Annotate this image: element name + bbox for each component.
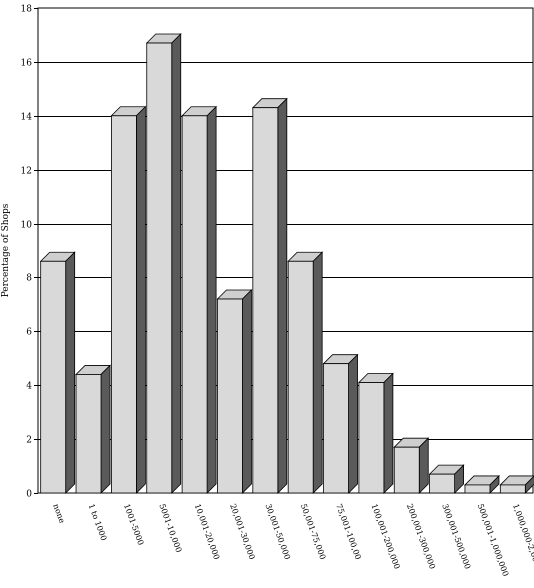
- bar-side-face: [171, 33, 182, 494]
- bar: [393, 437, 430, 494]
- bar: [322, 353, 359, 494]
- bar: [181, 105, 218, 494]
- y-tick-label: 14: [21, 113, 33, 123]
- plot-frame: [37, 7, 534, 494]
- bar: [39, 251, 76, 494]
- y-tick-label: 6: [26, 328, 32, 338]
- y-tick-label: 10: [21, 221, 33, 231]
- y-tick-label: 2: [26, 436, 32, 446]
- y-tick-label: 8: [26, 274, 32, 284]
- x-tick-label: 300,001-500,000: [440, 503, 472, 571]
- bar-side-face: [100, 364, 111, 494]
- x-tick-label: 500,001-1,000,000: [476, 503, 511, 578]
- x-tick-label: 100,001-200,000: [370, 503, 402, 571]
- bar-side-face: [348, 353, 358, 494]
- bar: [145, 33, 182, 494]
- bar-front-face: [75, 374, 102, 494]
- y-tick-label: 12: [21, 167, 32, 177]
- bar: [110, 105, 147, 494]
- x-tick-label: 20,001-30,000: [228, 503, 257, 561]
- bar-side-face: [312, 251, 323, 494]
- y-tick-labels: 0 2 4 6 8 10 12 14 16 18: [21, 5, 33, 500]
- bar-side-face: [206, 105, 217, 494]
- x-tick-label: 1,000,000-2,000,000: [511, 503, 534, 585]
- x-tick-label: 1 to 1000: [87, 503, 109, 542]
- y-tick-label: 0: [26, 490, 32, 500]
- x-tick-label: 30,001-50,000: [263, 503, 292, 561]
- bar-front-face: [393, 446, 420, 494]
- bars-layer: [39, 33, 534, 494]
- bar-front-face: [217, 298, 243, 494]
- x-tick-label: 10,001-20,000: [193, 503, 222, 561]
- bar: [251, 97, 288, 494]
- bar-side-face: [242, 289, 252, 494]
- x-tick-labels: none 1 to 1000 1001-5000 5001-10,000 10,001-…: [51, 503, 534, 585]
- bar-front-face: [287, 260, 314, 494]
- x-tick-label: 200,001-300,000: [405, 503, 437, 571]
- bar: [357, 372, 394, 494]
- bar-front-face: [110, 115, 137, 494]
- bar-front-face: [464, 484, 491, 494]
- x-tick-label: 1001-5000: [122, 503, 145, 547]
- bar-front-face: [181, 115, 208, 494]
- bar-front-face: [146, 42, 173, 494]
- y-tick-label: 4: [26, 382, 32, 392]
- y-axis-title: Percentage of Shops: [1, 203, 11, 297]
- x-tick-label: 5001-10,000: [157, 503, 183, 554]
- bar-front-face: [252, 107, 279, 494]
- bar-front-face: [323, 363, 349, 494]
- bar-side-face: [65, 251, 76, 494]
- bar-side-face: [418, 437, 429, 494]
- bar: [287, 251, 324, 494]
- x-tick-label: none: [51, 503, 66, 525]
- bar: [463, 474, 500, 494]
- y-tick-label: 16: [21, 59, 33, 69]
- bar-front-face: [358, 382, 385, 494]
- bar-front-face: [40, 260, 67, 494]
- y-tick-label: 18: [21, 5, 33, 15]
- bar-side-face: [135, 105, 146, 494]
- bar-front-face: [429, 473, 456, 494]
- bar-side-face: [277, 97, 288, 494]
- bar-front-face: [499, 484, 526, 494]
- bar: [216, 289, 253, 494]
- x-tick-label: 75,001-100,00: [334, 503, 363, 561]
- x-tick-label: 50,001-75,000: [299, 503, 328, 561]
- bar: [499, 475, 534, 494]
- bar: [428, 464, 465, 494]
- bar-side-face: [383, 372, 394, 494]
- bar: [75, 364, 112, 494]
